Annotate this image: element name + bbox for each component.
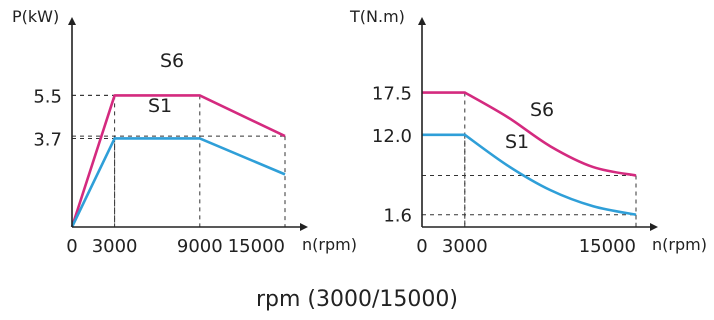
figure-caption: rpm (3000/15000) — [256, 287, 458, 312]
x-tick-label: 15000 — [579, 236, 636, 257]
y-tick-label: 1.6 — [383, 206, 412, 227]
x-axis-arrow-icon — [300, 223, 308, 231]
x-tick-label: 0 — [66, 236, 77, 257]
y-tick-label: 3.7 — [33, 129, 62, 150]
y-tick-label: 12.0 — [372, 126, 412, 147]
series-label-s6: S6 — [530, 99, 554, 121]
series-line-s6 — [422, 91, 637, 177]
series-label-s1: S1 — [505, 131, 529, 153]
series-line-s6 — [70, 94, 286, 228]
y-tick-label: 5.5 — [33, 86, 62, 107]
x-tick-label: 9000 — [177, 236, 223, 257]
y-tick-label: 17.5 — [372, 84, 412, 105]
x-axis-arrow-icon — [650, 223, 658, 231]
x-tick-label: 15000 — [228, 236, 285, 257]
y-axis-label: T(N.m) — [349, 7, 405, 26]
x-tick-label: 0 — [416, 236, 427, 257]
series-label-s6: S6 — [160, 50, 184, 72]
x-axis-label: n(rpm) — [302, 235, 357, 254]
x-tick-label: 3000 — [442, 236, 488, 257]
y-axis-arrow-icon — [418, 17, 426, 25]
series-line-s1 — [422, 133, 637, 216]
y-axis-arrow-icon — [68, 17, 76, 25]
y-axis-label: P(kW) — [12, 7, 59, 26]
x-tick-label: 3000 — [92, 236, 138, 257]
x-axis-label: n(rpm) — [652, 235, 707, 254]
series-line-s1 — [70, 137, 286, 228]
series-label-s1: S1 — [148, 95, 172, 117]
power-chart: S6 S1 P(kW) n(rpm) 0 3000 9000 15000 5.5 3.7 — [12, 7, 357, 257]
